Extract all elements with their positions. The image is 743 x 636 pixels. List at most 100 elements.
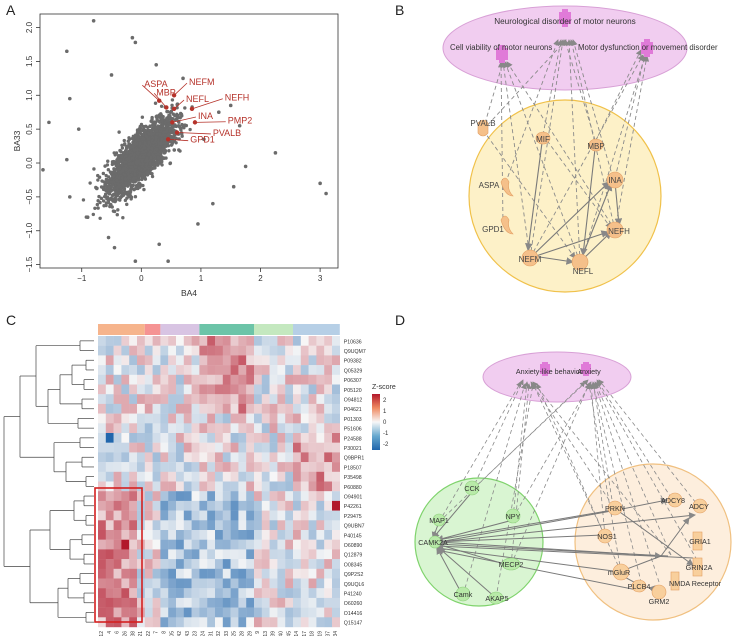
scatter-point [127, 162, 131, 166]
scatter-point [183, 123, 187, 127]
scatter-point [120, 176, 124, 180]
heatmap-cell [176, 520, 184, 531]
heatmap-cell [183, 471, 192, 482]
heatmap-cell [215, 617, 223, 628]
heatmap-cell [293, 617, 301, 628]
scatter-point [243, 164, 248, 169]
heatmap-cell [300, 384, 309, 395]
heatmap-cell [285, 413, 294, 424]
heatmap-cell [183, 491, 192, 502]
heatmap-cell [269, 568, 278, 579]
heatmap-cell [113, 491, 122, 502]
heatmap-cell [285, 394, 294, 405]
scatter-point [177, 125, 182, 129]
heatmap-cell [324, 607, 333, 618]
top-cluster-ellipse [482, 351, 632, 403]
scatter-point [165, 117, 169, 121]
heatmap-cell [285, 384, 294, 395]
heatmap-cell [168, 374, 177, 385]
gene-label-pvalb: PVALB [470, 119, 495, 128]
heatmap-cell [168, 452, 177, 463]
scatter-point [110, 193, 115, 198]
heatmap-cell [105, 539, 114, 550]
heatmap-cell [285, 355, 294, 366]
scatter-point [109, 189, 113, 193]
heatmap-cell [137, 413, 145, 424]
heatmap-cell [238, 403, 247, 414]
heatmap-cell [324, 403, 333, 414]
heatmap-cell [199, 510, 208, 521]
heatmap-cell [230, 597, 239, 608]
heatmap-cell [222, 384, 231, 395]
gene-label-nos1: NOS1 [597, 532, 617, 541]
scatter-point [146, 131, 151, 136]
heatmap-cell [254, 559, 262, 569]
scatter-point [181, 76, 185, 81]
heatmap-cell [191, 365, 200, 375]
heatmap-cell [332, 336, 340, 346]
heatmap-cell [168, 403, 177, 414]
heatmap-cell [176, 365, 184, 375]
heatmap-cell [129, 384, 138, 395]
scatter-point [120, 179, 125, 184]
heatmap-cell [230, 500, 239, 511]
heatmap-cell [300, 462, 309, 472]
scatter-point [149, 146, 154, 151]
heatmap-cell [129, 394, 138, 405]
scatter-point [138, 126, 143, 130]
heatmap-cell [152, 471, 161, 482]
heatmap-cell [137, 578, 145, 589]
row-label: P01303 [344, 417, 362, 423]
heatmap-cell [254, 384, 262, 395]
scatter-point [68, 96, 72, 101]
heatmap-cell [129, 355, 138, 366]
heatmap-cell [160, 500, 169, 511]
scatter-point [148, 124, 152, 128]
heatmap-cell [113, 403, 122, 414]
heatmap-cell [98, 481, 106, 492]
heatmap-cell [332, 365, 340, 375]
heatmap-cell [152, 559, 161, 569]
gene-label-plcb4: PLCB4 [628, 582, 651, 591]
heatmap-cell [176, 568, 184, 579]
column-label: 21 [138, 631, 144, 636]
heatmap-cell [285, 423, 294, 434]
scatter-point [165, 109, 169, 114]
scatter-point [129, 197, 133, 201]
highlight-label: PMP2 [228, 116, 253, 126]
legend-title: Z-score [372, 384, 396, 391]
heatmap-cell [105, 374, 114, 385]
heatmap-cell [137, 549, 145, 560]
heatmap-cell [137, 530, 145, 540]
heatmap-cell [285, 433, 294, 443]
heatmap-cell [261, 471, 270, 482]
heatmap-cell [238, 539, 247, 550]
heatmap-cell [105, 607, 114, 618]
heatmap-cell [293, 481, 301, 492]
heatmap-cell [144, 413, 153, 424]
heatmap-cell [160, 384, 169, 395]
heatmap-cell [254, 617, 262, 628]
heatmap-cell [168, 442, 177, 453]
column-label: 23 [193, 631, 199, 636]
heatmap-cell [183, 384, 192, 395]
heatmap-cell [269, 442, 278, 453]
heatmap-cell [324, 539, 333, 550]
top-node-motor-label: Motor dysfunction or movement disorder [578, 43, 718, 52]
heatmap-cell [144, 384, 153, 395]
heatmap-cell [113, 500, 122, 511]
gene-label-ina: INA [608, 176, 622, 185]
heatmap-cell [113, 539, 122, 550]
scatter-point [137, 166, 141, 170]
heatmap-cell [222, 597, 231, 608]
heatmap-cell [152, 520, 161, 531]
heatmap-cell [238, 520, 247, 531]
heatmap-cell [113, 597, 122, 608]
scatter-point [101, 199, 106, 203]
heatmap-cell [222, 462, 231, 472]
scatter-point [169, 109, 174, 114]
gene-node-mecp2 [501, 557, 521, 571]
scatter-point [154, 147, 159, 151]
heatmap-cell [113, 394, 122, 405]
heatmap-cell [176, 384, 184, 395]
